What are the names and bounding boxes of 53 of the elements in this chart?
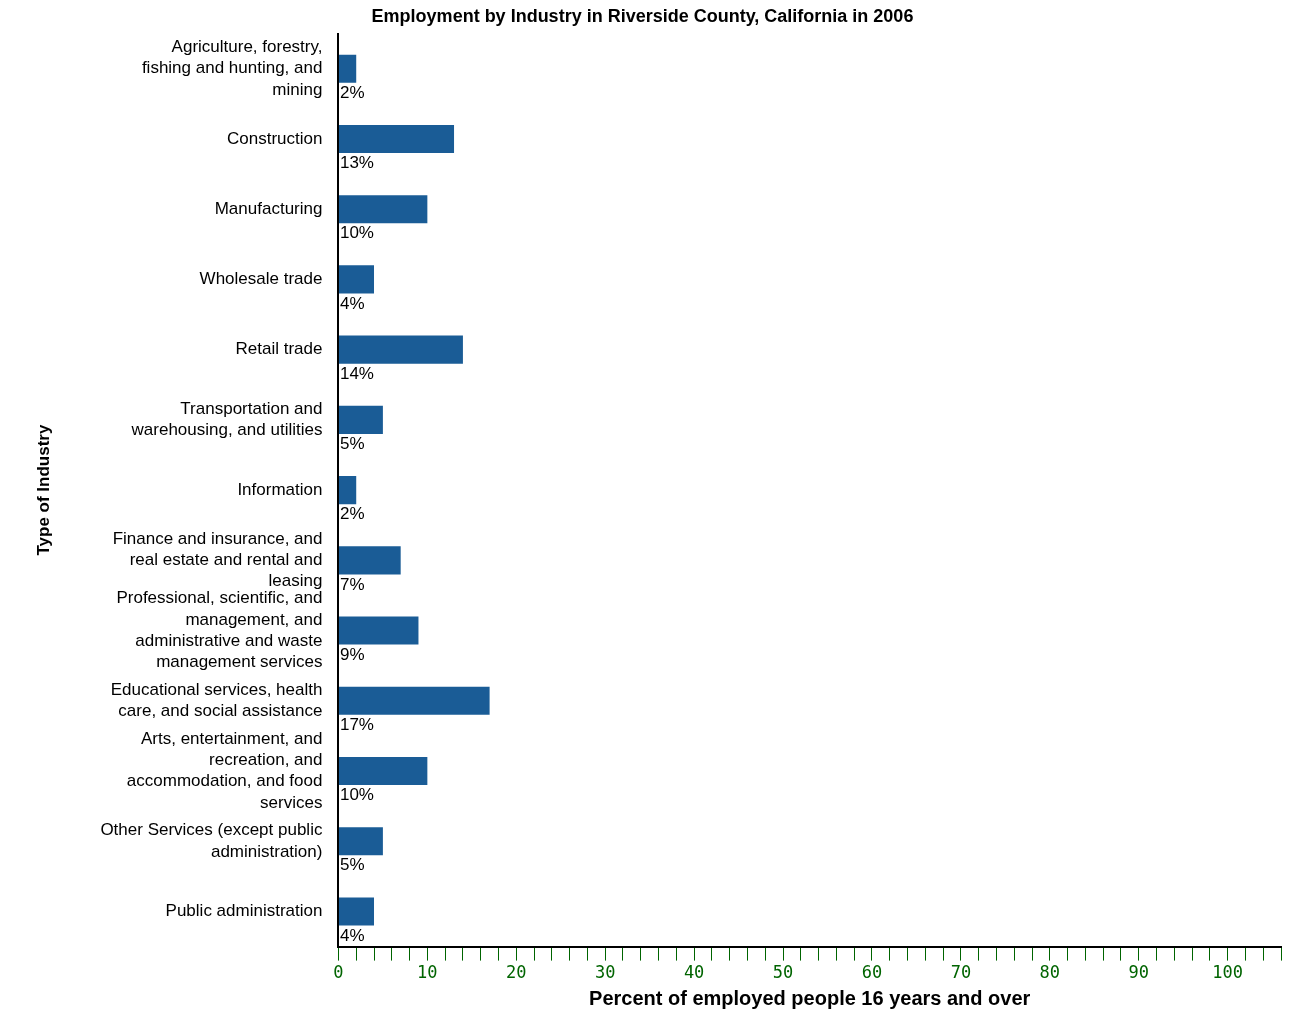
bar	[338, 54, 357, 83]
y-tick-label: Professional, scientific, and management, and administrative and waste management services	[116, 588, 323, 672]
y-tick-label: Public administration	[165, 901, 323, 921]
bar	[338, 827, 383, 856]
data-label: 13%	[339, 153, 374, 173]
x-tick-label: 40	[683, 962, 705, 983]
data-label: 17%	[339, 715, 374, 735]
data-label: 7%	[339, 574, 365, 594]
x-tick-label: 70	[950, 962, 972, 983]
data-label: 2%	[339, 504, 365, 524]
x-tick-label: 0	[333, 962, 344, 983]
bar	[338, 335, 463, 364]
data-label: 2%	[339, 82, 365, 102]
x-tick-label: 90	[1128, 962, 1149, 983]
x-tick-label: 20	[506, 962, 527, 983]
y-tick-label: Educational services, health care, and social assistance	[110, 679, 323, 721]
data-label: 10%	[339, 785, 374, 805]
bar	[338, 476, 357, 505]
y-tick-label: Manufacturing	[214, 198, 323, 218]
y-tick-label: Wholesale trade	[199, 269, 323, 289]
bar	[338, 756, 428, 786]
y-tick-label: Finance and insurance, and real estate and rental and leasing	[112, 528, 323, 591]
y-tick-label: Other Services (except public administration)	[100, 820, 323, 861]
x-tick-label: 60	[861, 962, 883, 983]
y-axis-title: Type of Industry	[33, 424, 53, 556]
data-label: 4%	[339, 925, 365, 945]
data-label: 14%	[339, 363, 374, 383]
data-label: 4%	[339, 293, 365, 313]
y-tick-label: Construction	[227, 128, 323, 148]
x-tick-label: 50	[772, 962, 794, 983]
bar	[338, 897, 375, 926]
y-tick-label: Transportation and warehousing, and utilities	[130, 398, 323, 440]
y-tick-label: Information	[237, 479, 323, 499]
bar	[338, 616, 419, 645]
chart-title: Employment by Industry in Riverside County, California in 2006	[371, 5, 914, 26]
y-tick-label: Agriculture, forestry, fishing and hunting, and mining	[141, 37, 323, 99]
bar	[338, 195, 428, 224]
bar	[338, 686, 490, 715]
data-label: 10%	[339, 223, 374, 243]
bar	[338, 124, 455, 153]
x-tick-label: 10	[417, 962, 438, 983]
x-axis-title: Percent of employed people 16 years and over	[589, 986, 1031, 1009]
bar	[338, 265, 375, 294]
x-tick-label: 30	[594, 962, 616, 983]
data-label: 5%	[339, 434, 365, 454]
bar	[338, 405, 383, 434]
y-tick-label: Arts, entertainment, and recreation, and accommodation, and food services	[126, 728, 323, 812]
bar	[338, 546, 401, 575]
data-label: 9%	[339, 644, 365, 664]
x-tick-label: 80	[1039, 962, 1061, 983]
data-label: 5%	[339, 855, 365, 875]
y-tick-label: Retail trade	[235, 339, 323, 359]
x-tick-label: 100	[1212, 962, 1244, 983]
